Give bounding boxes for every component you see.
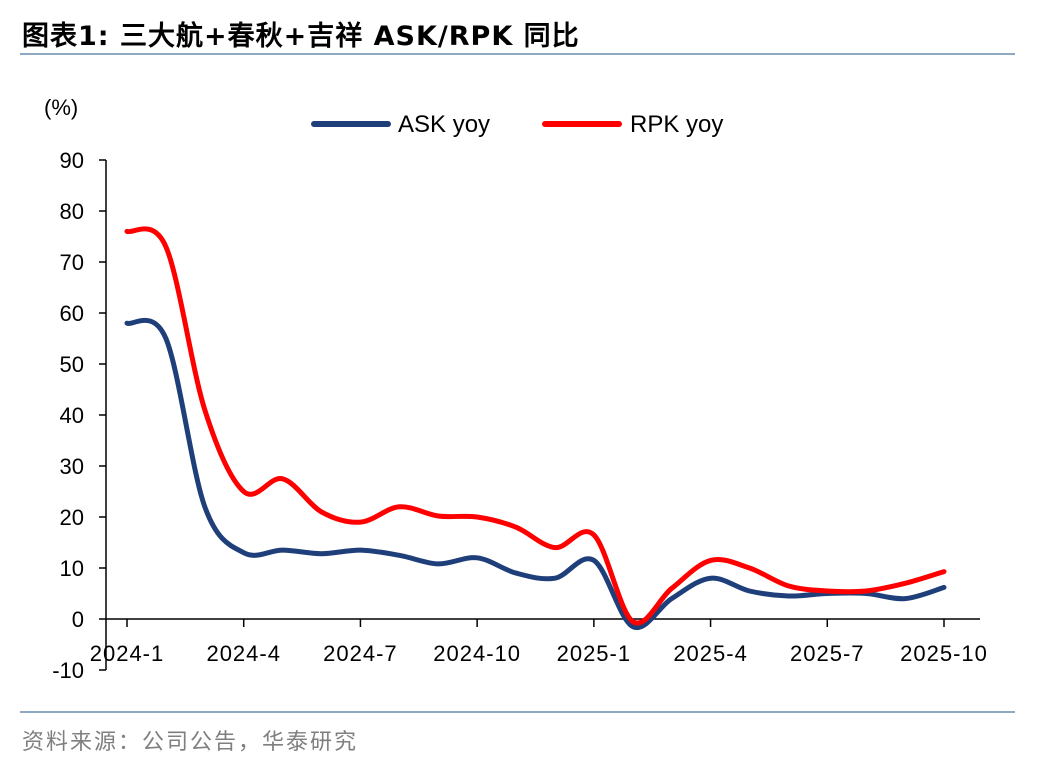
y-tick-label: -10 [52, 658, 84, 683]
y-tick-label: 0 [72, 607, 84, 632]
x-tick-label: 2024-10 [433, 641, 521, 666]
y-tick-label: 60 [60, 301, 84, 326]
x-tick-label: 2024-7 [323, 641, 398, 666]
series-line-rpk-yoy [124, 226, 947, 626]
y-tick-label: 20 [60, 505, 84, 530]
x-tick-label: 2025-7 [790, 641, 865, 666]
bottom-rule [20, 711, 1015, 713]
y-tick-label: 50 [60, 352, 84, 377]
legend-label: ASK yoy [398, 111, 490, 138]
y-tick-label: 90 [60, 148, 84, 173]
y-tick-label: 70 [60, 250, 84, 275]
y-tick-label: 40 [60, 403, 84, 428]
series-line-ask-yoy [124, 317, 947, 631]
y-tick-label: 10 [60, 556, 84, 581]
top-rule [20, 53, 1015, 55]
y-tick-label: 80 [60, 199, 84, 224]
x-tick-label: 2024-1 [90, 641, 165, 666]
x-tick-label: 2025-4 [673, 641, 748, 666]
x-axis: 2024-1 2024-4 2024-7 2024-10 2025-1 2025-4 202… [90, 618, 988, 666]
y-axis: -10 0 10 20 30 40 50 60 70 80 90 [52, 148, 107, 683]
series-lines [124, 226, 947, 631]
source-note: 资料来源：公司公告，华泰研究 [22, 730, 359, 755]
legend: ASK yoy RPK yoy [311, 111, 723, 138]
y-tick-label: 30 [60, 454, 84, 479]
y-axis-unit: (%) [44, 95, 79, 120]
x-tick-label: 2025-10 [900, 641, 988, 666]
x-tick-label: 2025-1 [557, 641, 632, 666]
x-tick-label: 2024-4 [206, 641, 281, 666]
figure-title: 图表1: 三大航+春秋+吉祥 ASK/RPK 同比 [22, 21, 580, 52]
legend-label: RPK yoy [630, 111, 723, 138]
